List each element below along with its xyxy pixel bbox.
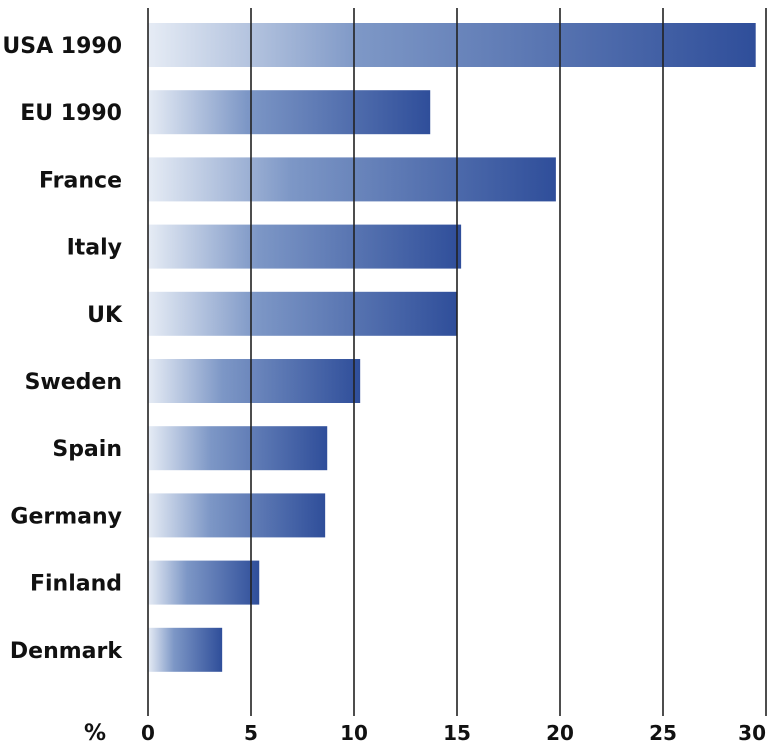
tick-labels-group: 0 5 10 15 20 25 30 <box>141 721 766 745</box>
x-tick-label: 5 <box>244 721 258 745</box>
bar-uk <box>148 291 457 336</box>
x-tick-label: 25 <box>649 721 677 745</box>
x-tick-label: 10 <box>340 721 368 745</box>
category-label: Italy <box>67 236 122 261</box>
category-label: USA 1990 <box>2 34 122 59</box>
bar-italy <box>148 224 462 269</box>
bar-germany <box>148 493 326 538</box>
category-label: Denmark <box>10 639 123 664</box>
bar-usa-1990 <box>148 23 756 67</box>
x-axis-label: % <box>84 721 106 746</box>
bar-france <box>148 157 556 202</box>
category-label: Sweden <box>25 370 122 395</box>
x-tick-label: 0 <box>141 721 155 745</box>
x-tick-label: 30 <box>738 721 766 745</box>
category-label: UK <box>87 303 123 328</box>
bar-finland <box>148 560 260 605</box>
bars-group <box>148 23 756 672</box>
x-tick-label: 15 <box>443 721 471 745</box>
category-labels-group: USA 1990 EU 1990 France Italy UK Sweden Spain G… <box>2 34 123 664</box>
category-label: France <box>39 168 122 193</box>
x-tick-label: 20 <box>546 721 574 745</box>
gridlines-group <box>147 8 767 716</box>
bar-spain <box>148 426 328 471</box>
category-label: Germany <box>10 504 122 529</box>
bar-denmark <box>148 627 223 672</box>
category-label: EU 1990 <box>20 101 122 126</box>
bar-eu-1990 <box>148 90 431 135</box>
category-label: Finland <box>30 572 122 597</box>
category-label: Spain <box>52 437 122 462</box>
bar-sweden <box>148 359 361 403</box>
